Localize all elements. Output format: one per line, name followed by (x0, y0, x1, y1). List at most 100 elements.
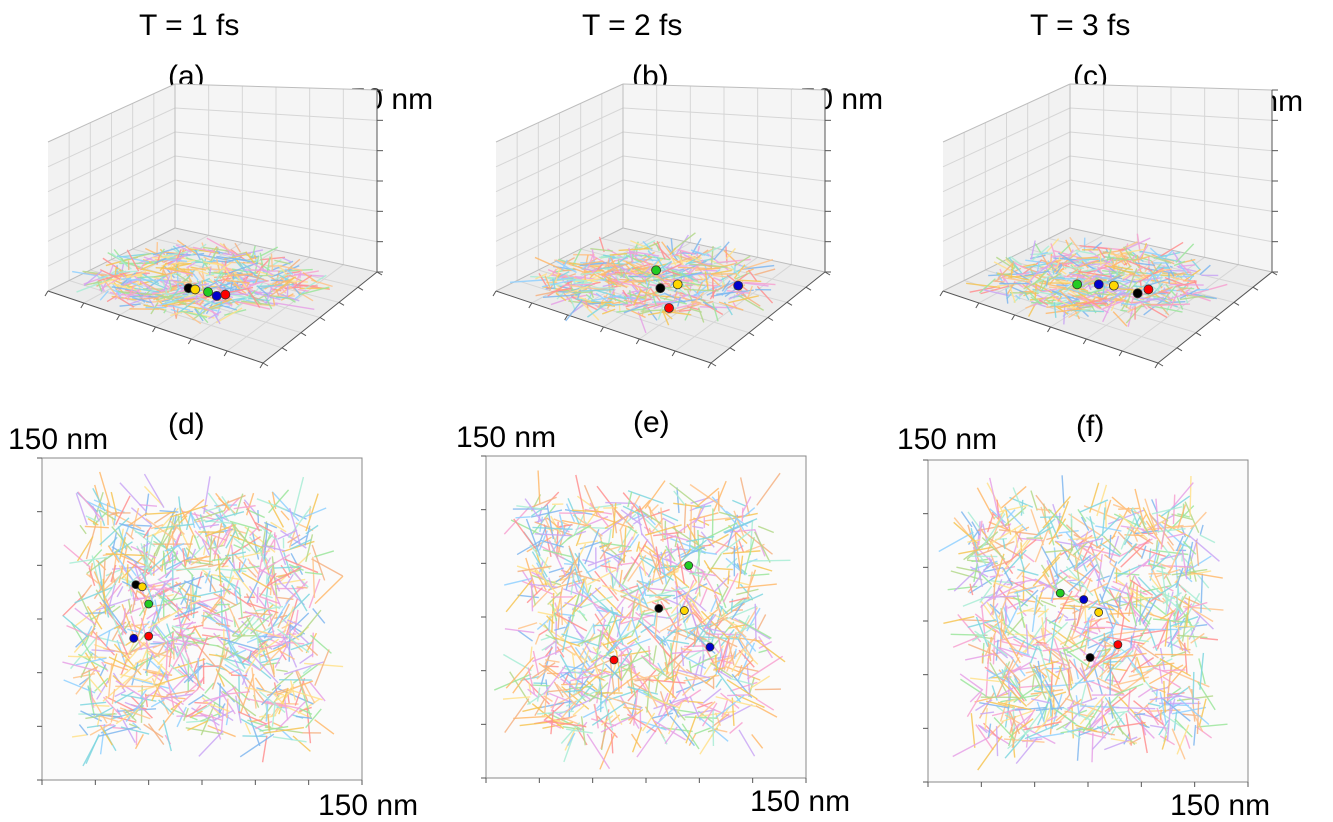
axis-tick (81, 303, 84, 308)
panel-2d-d (34, 450, 374, 795)
column-title-1: T = 1 fs (139, 11, 239, 41)
fibre (1120, 310, 1127, 311)
fibre (1063, 267, 1084, 268)
axis-tick (1155, 363, 1158, 368)
axes-3d (940, 84, 1278, 368)
fibre (618, 678, 619, 692)
fibre (239, 674, 240, 715)
axis-tick (188, 339, 191, 344)
panel-label-f: (f) (1076, 412, 1104, 442)
fibre (1196, 289, 1209, 290)
tracked-point (680, 607, 688, 615)
tracked-point (138, 583, 146, 591)
tracked-point (221, 290, 230, 299)
axis-tick (320, 318, 325, 321)
tracked-point (656, 284, 665, 293)
tracked-point (1073, 280, 1082, 289)
panel-label-d: (d) (168, 410, 205, 440)
tracked-point (610, 656, 618, 664)
fibre (1174, 566, 1193, 567)
axis-tick (1177, 348, 1182, 351)
tracked-point (706, 643, 714, 651)
tracked-point (1095, 608, 1103, 616)
fibre (1082, 307, 1093, 308)
axes-3d (493, 84, 831, 368)
scale-label-y-f: 150 nm (897, 425, 997, 455)
fibre (1158, 267, 1170, 268)
fibre (728, 570, 729, 584)
axis-tick (153, 327, 156, 332)
axis-tick (601, 327, 604, 332)
axis-tick (749, 333, 754, 336)
tracked-point (734, 281, 743, 290)
fibre (556, 618, 557, 655)
fibre (257, 587, 258, 603)
panel-2d-e (478, 448, 818, 793)
fibre (749, 560, 790, 561)
axis-tick (1234, 302, 1239, 305)
fibre (1076, 258, 1097, 259)
fibre (1099, 308, 1100, 309)
axis-tick (117, 315, 120, 320)
axis-tick (339, 302, 344, 305)
axis-tick (787, 302, 792, 305)
axis-tick (1012, 315, 1015, 320)
tracked-point (1094, 280, 1103, 289)
axis-tick (976, 303, 979, 308)
panel-label-e: (e) (633, 408, 670, 438)
tracked-point (145, 632, 153, 640)
fibre (297, 587, 308, 588)
tracked-point (204, 288, 213, 297)
axis-tick (708, 363, 711, 368)
fibre (742, 508, 743, 522)
fibre (1092, 733, 1093, 763)
tracked-point (673, 280, 682, 289)
axis-tick (1119, 351, 1122, 356)
panel-2d-f (920, 452, 1260, 797)
axis-tick (358, 287, 363, 290)
axis-tick (672, 351, 675, 356)
axis-tick (282, 348, 287, 351)
tracked-point (1086, 653, 1094, 661)
fibre (231, 675, 247, 676)
fibre (243, 262, 245, 263)
axis-tick (301, 333, 306, 336)
fibre (118, 271, 137, 272)
axis-tick (263, 363, 268, 366)
fibre (532, 685, 551, 686)
axis-tick (711, 363, 716, 366)
scale-label-x-d: 150 nm (318, 791, 418, 821)
fibre (224, 629, 225, 659)
tracked-point (212, 291, 221, 300)
fibre (221, 301, 222, 304)
axis-tick (1158, 363, 1163, 366)
tracked-point (1056, 589, 1064, 597)
axis-tick (260, 363, 263, 368)
fibre (1131, 636, 1132, 648)
axes-3d (45, 84, 383, 368)
fibre (691, 505, 692, 541)
axis-tick (1048, 327, 1051, 332)
column-title-2: T = 2 fs (582, 11, 682, 41)
axis-tick (1083, 339, 1086, 344)
fibre (1190, 476, 1191, 517)
fibre (684, 646, 705, 647)
axis-tick (768, 318, 773, 321)
fibre (623, 304, 639, 305)
fibre (1051, 278, 1088, 279)
fibre (1069, 669, 1070, 695)
axis-tick (1253, 287, 1258, 290)
fibre (266, 573, 267, 585)
tracked-point (685, 561, 693, 569)
fibre (219, 251, 220, 254)
tracked-point (191, 285, 200, 294)
axis-tick (940, 291, 943, 296)
tracked-point (665, 304, 674, 313)
axis-tick (224, 351, 227, 356)
fibre (516, 517, 531, 518)
fibre (716, 655, 717, 672)
tracked-point (1109, 281, 1118, 290)
axis-tick (529, 303, 532, 308)
tracked-point (1144, 285, 1153, 294)
tracked-point (652, 266, 661, 275)
